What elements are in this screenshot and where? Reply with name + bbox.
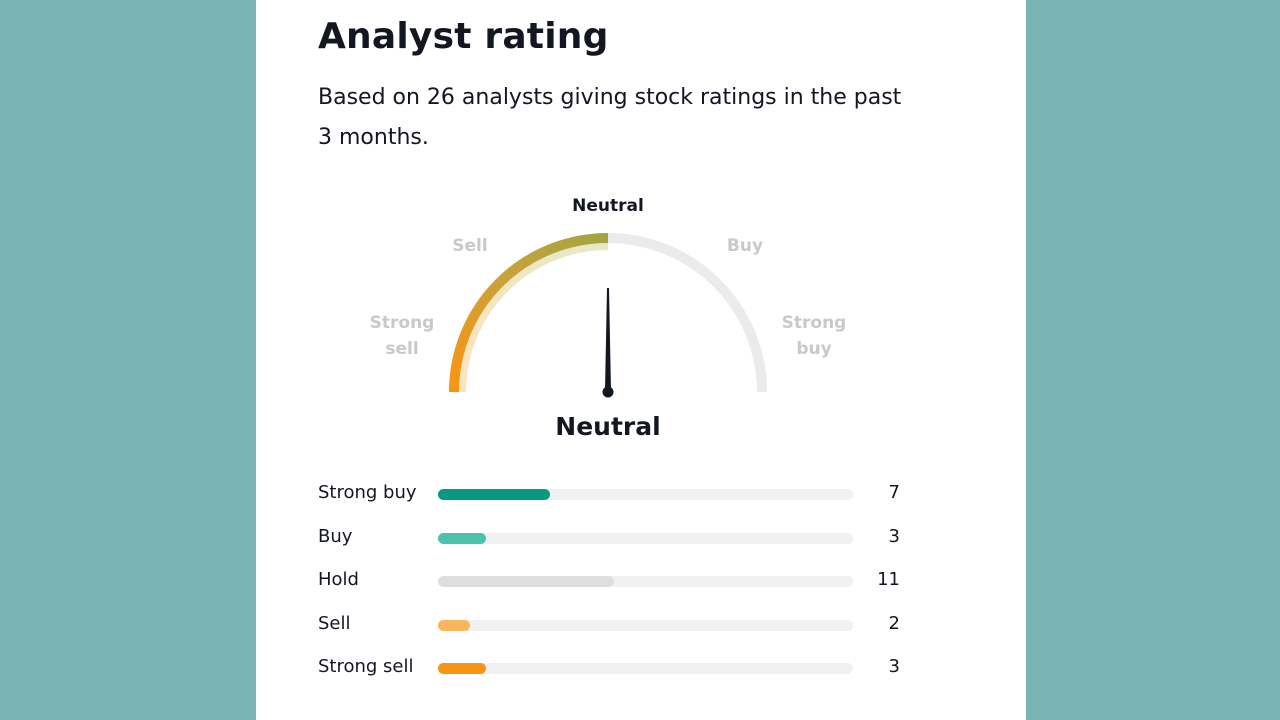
breakdown-row-strong-sell: Strong sell 3 xyxy=(318,647,918,691)
breakdown-bar-fill xyxy=(438,663,486,674)
rating-gauge: Strong sell Sell Neutral Buy Strong buy Ne… xyxy=(256,0,1026,460)
breakdown-count: 3 xyxy=(888,656,900,677)
gauge-graphic xyxy=(449,233,767,398)
rating-description: Based on 26 analysts giving stock rating… xyxy=(318,85,902,150)
rating-verdict: Neutral xyxy=(555,412,661,441)
breakdown-row-sell: Sell 2 xyxy=(318,604,918,648)
breakdown-bar-fill xyxy=(438,532,486,544)
breakdown-bar-track xyxy=(438,663,853,674)
breakdown-row-hold: Hold 11 xyxy=(318,560,918,604)
breakdown-row-buy: Buy 3 xyxy=(318,517,918,561)
analyst-rating-card: Analyst rating Based on 26 analysts givi… xyxy=(256,0,1026,720)
page-title: Analyst rating xyxy=(318,16,609,57)
breakdown-label: Strong buy xyxy=(318,482,417,503)
breakdown-count: 2 xyxy=(888,612,900,634)
gauge-label-neutral: Neutral xyxy=(572,196,644,216)
gauge-label-strong-sell: Strong sell xyxy=(369,313,435,359)
breakdown-bar-track xyxy=(438,576,853,587)
gauge-label-sell: Sell xyxy=(452,236,488,256)
breakdown-bar-track xyxy=(438,489,853,500)
gauge-arc-active xyxy=(449,233,609,393)
gauge-label-strong-buy: Strong buy xyxy=(781,313,847,359)
breakdown-count: 3 xyxy=(888,525,900,547)
rating-breakdown: Strong buy 7 Buy 3 Hold 11 Sell 2 Strong… xyxy=(318,473,918,691)
breakdown-count: 7 xyxy=(888,482,900,503)
gauge-needle xyxy=(602,288,614,398)
breakdown-label: Sell xyxy=(318,612,351,634)
breakdown-bar-track xyxy=(438,532,853,544)
breakdown-label: Strong sell xyxy=(318,656,414,677)
breakdown-bar-track xyxy=(438,619,853,631)
breakdown-bar-fill xyxy=(438,576,614,587)
breakdown-bar-fill xyxy=(438,489,550,500)
breakdown-row-strong-buy: Strong buy 7 xyxy=(318,473,918,517)
gauge-label-buy: Buy xyxy=(726,236,764,256)
breakdown-count: 11 xyxy=(877,569,900,590)
gauge-arc-light xyxy=(456,240,609,393)
breakdown-label: Hold xyxy=(318,569,359,590)
breakdown-label: Buy xyxy=(318,525,353,547)
breakdown-bar-fill xyxy=(438,619,470,631)
